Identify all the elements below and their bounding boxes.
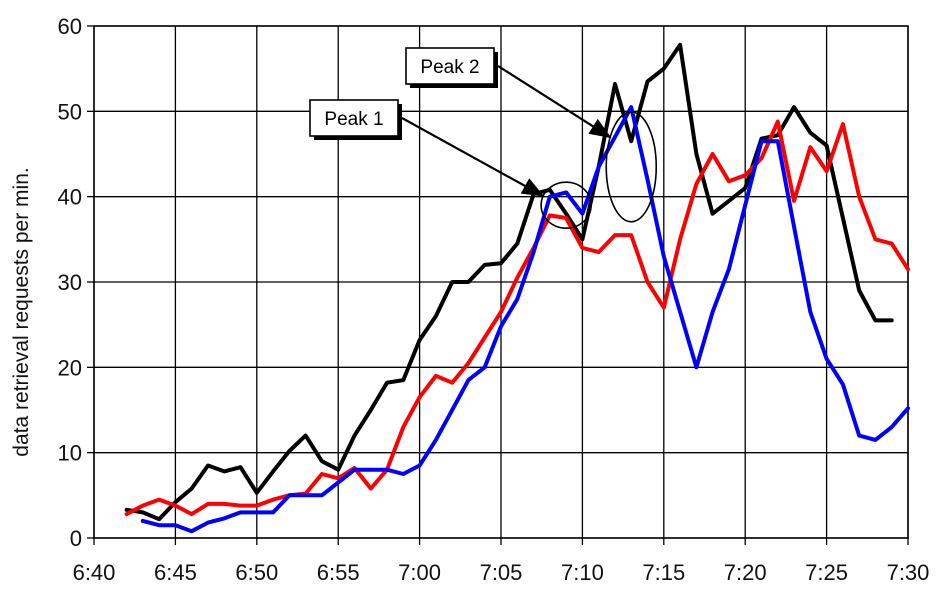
y-axis-title: data retrieval requests per min. [10,167,33,456]
x-tick-label: 7:30 [887,560,930,585]
peak-1-label: Peak 1 [324,109,383,130]
x-tick-label: 6:55 [317,560,360,585]
y-tick-label: 50 [58,99,82,124]
peak-1-ellipse [540,181,592,229]
x-tick-label: 7:10 [561,560,604,585]
series-line-2 [124,119,910,517]
series-line-3 [140,105,910,534]
series-layer [124,42,910,534]
x-tick-label: 7:20 [724,560,767,585]
x-tick-label: 7:00 [398,560,441,585]
y-tick-label: 20 [58,355,82,380]
x-tick-label: 6:50 [235,560,278,585]
peak-2-ellipse [605,111,658,223]
x-tick-label: 7:25 [805,560,848,585]
series-line-1 [124,42,894,522]
y-tick-label: 30 [58,270,82,295]
x-tick-label: 6:45 [154,560,197,585]
y-axis-ticks: 0 10 20 30 40 50 60 [58,14,94,551]
y-tick-label: 10 [58,441,82,466]
x-axis-ticks: 6:40 6:45 6:50 6:55 7:00 7:05 7:10 7:15 7:20 7:25… [73,538,930,585]
peak-1-box [309,99,399,137]
peak-2-arrow [497,65,612,139]
peak-2-box [405,47,495,85]
x-tick-label: 7:05 [480,560,523,585]
peak-2-label: Peak 2 [420,57,479,78]
y-tick-label: 0 [70,526,82,551]
y-tick-label: 40 [58,185,82,210]
x-tick-label: 6:40 [73,560,116,585]
peak-1-arrow [401,117,545,197]
x-tick-label: 7:15 [642,560,685,585]
y-tick-label: 60 [58,14,82,39]
annotation-layer: Peak 1 Peak 2 [309,47,658,229]
grid [93,25,909,539]
